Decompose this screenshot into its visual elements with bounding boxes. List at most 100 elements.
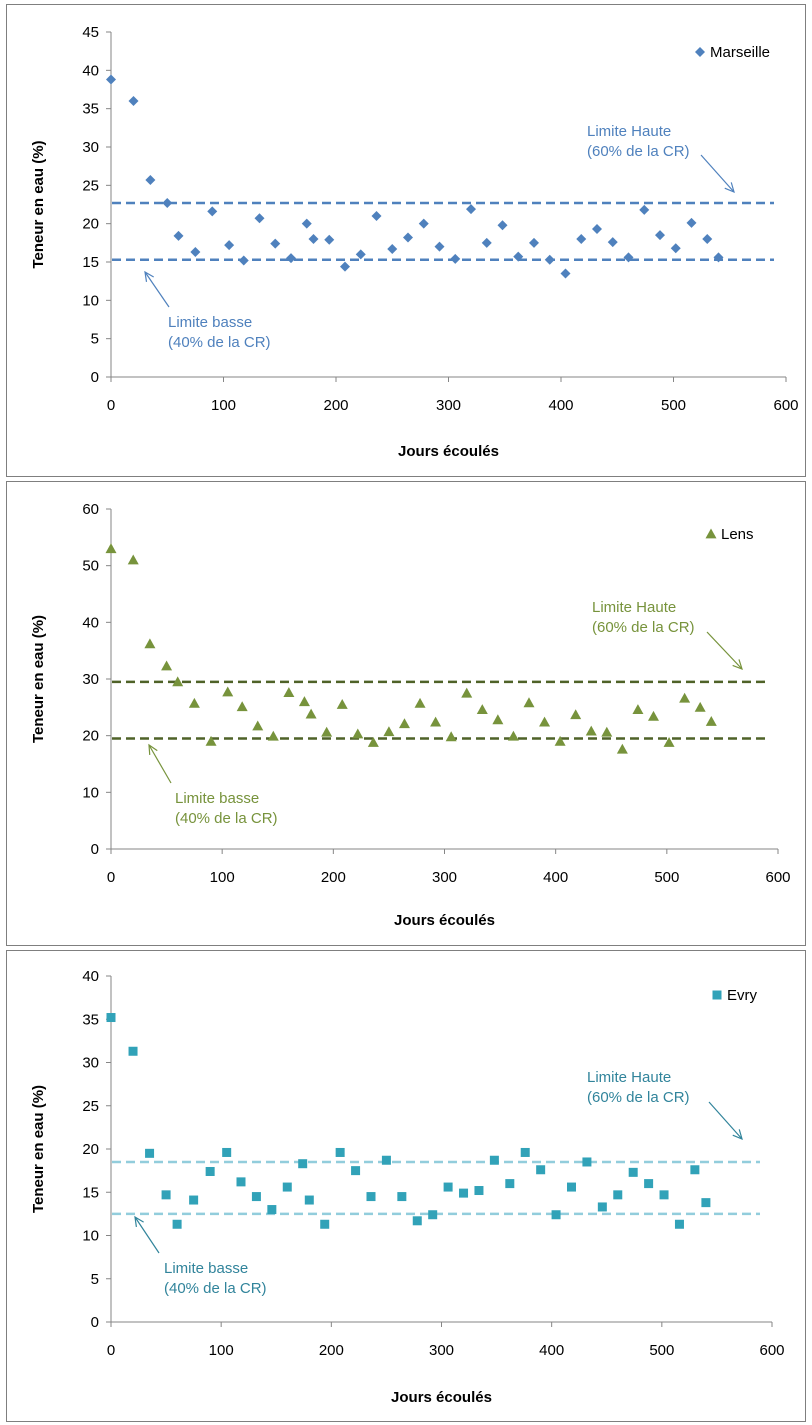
annotation-arrow-line xyxy=(700,154,735,193)
data-point xyxy=(601,726,613,737)
data-point xyxy=(128,96,139,106)
upper-limit-sublabel: (60% de la CR) xyxy=(592,619,695,636)
data-point xyxy=(702,234,713,244)
y-tick-label: 5 xyxy=(91,1271,99,1288)
x-tick-label: 200 xyxy=(319,1342,344,1359)
data-point xyxy=(403,232,413,243)
data-point xyxy=(686,217,697,228)
data-point xyxy=(224,240,235,251)
x-tick-label: 200 xyxy=(321,869,346,886)
data-point xyxy=(505,1179,515,1189)
x-tick-label: 300 xyxy=(429,1342,454,1359)
legend-label: Marseille xyxy=(710,44,770,61)
y-tick-label: 15 xyxy=(82,254,99,271)
y-tick-label: 35 xyxy=(82,101,99,118)
x-tick-label: 300 xyxy=(436,397,461,414)
y-tick-label: 30 xyxy=(82,139,99,156)
y-tick-label: 35 xyxy=(82,1011,99,1028)
x-tick-label: 500 xyxy=(649,1342,674,1359)
annotation-arrow-head xyxy=(144,270,154,282)
x-axis-title: Jours écoulés xyxy=(394,912,495,929)
data-point xyxy=(321,726,333,737)
data-point xyxy=(628,1167,638,1177)
data-point xyxy=(172,1219,182,1229)
x-tick-label: 500 xyxy=(661,397,686,414)
data-point xyxy=(551,1210,561,1220)
data-point xyxy=(597,1202,607,1212)
x-axis-title: Jours écoulés xyxy=(391,1389,492,1406)
data-point xyxy=(207,206,218,217)
data-point xyxy=(713,252,724,263)
data-point xyxy=(381,1155,391,1165)
data-point xyxy=(607,237,618,248)
data-point xyxy=(335,1147,345,1157)
upper-limit-label: Limite Haute xyxy=(587,123,671,140)
data-point xyxy=(145,1148,155,1158)
data-point xyxy=(570,709,582,720)
data-point xyxy=(663,736,675,747)
y-tick-label: 50 xyxy=(82,558,99,575)
annotation-arrow-line xyxy=(148,744,172,784)
data-point xyxy=(144,638,156,649)
data-point xyxy=(320,1219,330,1229)
data-point xyxy=(127,554,139,565)
y-tick-label: 25 xyxy=(82,177,99,194)
annotation-arrow-line xyxy=(134,1216,160,1254)
data-point xyxy=(701,1198,711,1208)
data-point xyxy=(254,213,265,224)
data-point xyxy=(336,699,348,709)
data-point xyxy=(489,1155,499,1165)
y-tick-label: 0 xyxy=(91,1314,99,1331)
y-tick-label: 10 xyxy=(82,1228,99,1245)
y-axis-title: Teneur en eau (%) xyxy=(30,140,47,268)
data-point xyxy=(304,1195,314,1205)
upper-limit-label: Limite Haute xyxy=(592,599,676,616)
y-axis-title: Teneur en eau (%) xyxy=(30,1085,47,1213)
data-point xyxy=(616,743,628,754)
x-tick-label: 300 xyxy=(432,869,457,886)
data-point xyxy=(128,1046,138,1056)
data-point xyxy=(481,237,492,248)
data-point xyxy=(679,692,691,703)
data-point xyxy=(544,254,555,265)
chart-svg-marseille: 0 5 10 15 20 25 30 35 40 45 0 100 200 300 400 500 600 Jou… xyxy=(30,24,799,460)
data-point xyxy=(286,253,296,264)
data-point xyxy=(434,241,445,252)
data-point xyxy=(190,247,201,258)
chart-panel-lens: 0 10 20 30 40 50 60 0 100 200 300 400 500 600 Jours éc… xyxy=(6,481,806,946)
data-point xyxy=(539,716,551,727)
y-tick-label: 5 xyxy=(91,331,99,348)
chart-panel-evry: 0 5 10 15 20 25 30 35 40 0 100 200 300 400 500 600 Jours… xyxy=(6,950,806,1422)
data-point xyxy=(529,237,539,248)
data-point xyxy=(520,1147,530,1157)
data-point xyxy=(252,720,264,731)
y-tick-label: 40 xyxy=(82,968,99,985)
y-tick-label: 20 xyxy=(82,216,99,233)
data-point xyxy=(352,728,364,739)
x-tick-label: 200 xyxy=(323,397,348,414)
y-tick-label: 45 xyxy=(82,24,99,41)
x-axis-title: Jours écoulés xyxy=(398,443,499,460)
data-point xyxy=(639,204,650,215)
data-point xyxy=(355,249,366,260)
data-point xyxy=(492,714,504,725)
data-point xyxy=(644,1179,654,1189)
data-point xyxy=(659,1190,669,1200)
data-point xyxy=(474,1186,484,1196)
legend-label: Evry xyxy=(727,987,758,1004)
data-point xyxy=(305,708,317,719)
data-point xyxy=(655,230,665,241)
x-tick-label: 400 xyxy=(548,397,573,414)
data-point xyxy=(340,261,350,272)
x-tick-label: 0 xyxy=(107,869,115,886)
y-tick-label: 20 xyxy=(82,1141,99,1158)
data-point xyxy=(536,1165,546,1175)
lower-limit-label: Limite basse xyxy=(168,314,252,331)
annotation-arrow-line xyxy=(706,631,743,670)
annotation-arrow-head xyxy=(732,1129,743,1141)
legend-marker xyxy=(705,528,717,539)
x-tick-label: 100 xyxy=(211,397,236,414)
data-point xyxy=(162,197,173,208)
y-tick-label: 25 xyxy=(82,1098,99,1115)
annotation-arrow-line xyxy=(708,1101,743,1140)
